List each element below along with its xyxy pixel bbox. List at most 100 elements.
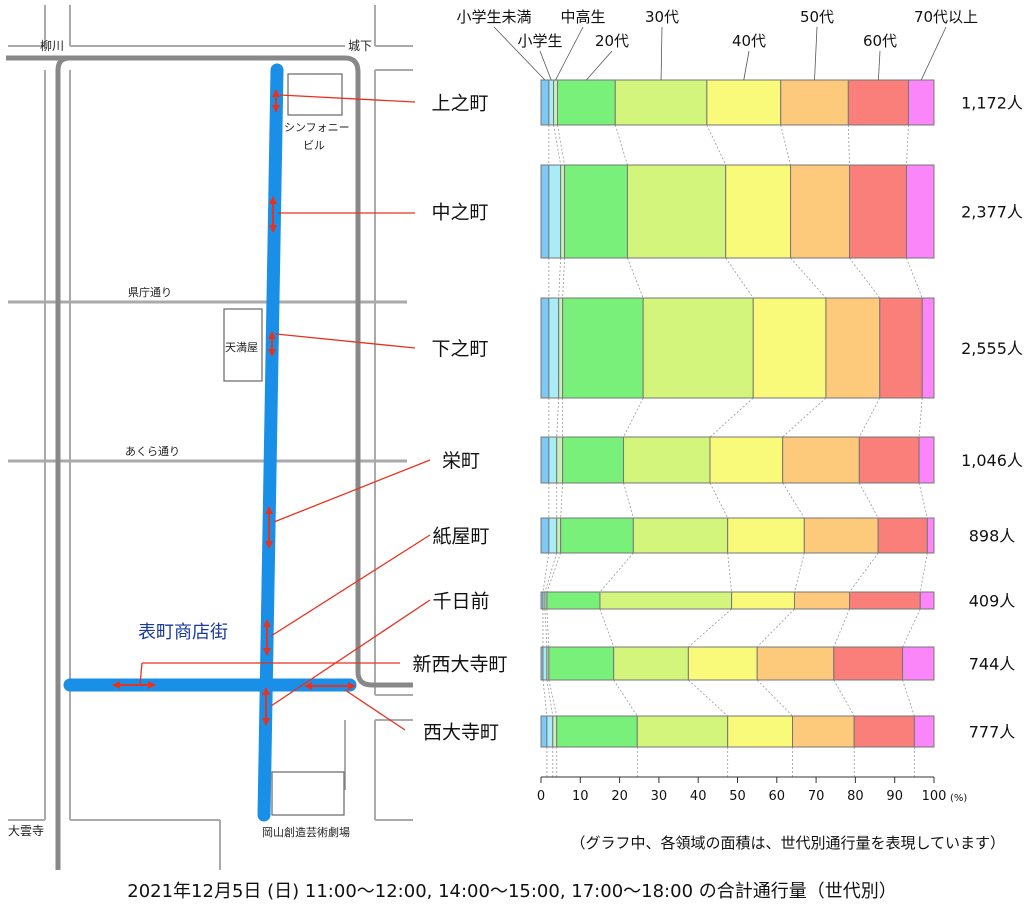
connector-line [599,608,615,648]
x-tick-label: 70 [808,789,825,804]
bar-segment [636,715,729,748]
bar-segment [725,164,792,259]
bar-segment [902,646,935,681]
bar-segment [548,436,558,484]
connector-line [847,124,850,166]
category-label: 千日前 [432,591,489,613]
bar-segment [833,646,904,681]
bar-segment [782,436,860,484]
connector-line [688,679,728,717]
label-symphony-1: シンフォニー [284,121,350,134]
legend-label: 60代 [863,32,897,50]
bar-segment [632,517,729,554]
figure-title: 2021年12月5日 (日) 11:00〜12:00, 14:00〜15:00,… [127,881,897,902]
connector-line [725,257,754,299]
label-shiroshita: 城下 [348,39,372,53]
bar-segment [853,715,915,748]
bars [540,79,935,748]
total-label: 744人 [969,655,1016,674]
main-road-west [55,55,71,870]
bar-segment [756,646,835,681]
bar-segment [552,715,558,748]
bar-segment [546,715,554,748]
legend-leader [493,26,546,81]
legend-leader [814,26,818,81]
bar-segment [540,164,550,259]
connector-line [546,608,550,648]
bar-segment [548,646,615,681]
x-tick-label: 90 [886,789,903,804]
bar-segment [562,436,625,484]
street-map: 柳川 城下 シンフォニー ビル 県庁通り 天満屋 あくら通り 大雲寺 岡山創造芸… [6,5,431,870]
connector-line [544,552,558,593]
connector-line [613,679,638,717]
legend-leader [660,26,663,81]
bar-segment [560,164,566,259]
bar-segment [790,164,851,259]
connector-line [906,124,909,166]
x-unit-label: (%) [950,793,967,804]
bar-segment [926,517,935,554]
bar-segment [752,297,827,399]
connector-line [849,257,881,299]
bar-segment [849,164,907,259]
x-tick-label: 20 [611,789,628,804]
connector-line [902,679,915,717]
bar-segment [558,297,564,399]
category-label: 栄町 [442,450,480,472]
bar-segment [540,517,550,554]
bar-segment [613,646,689,681]
bar-segment [907,79,935,126]
total-label: 2,377人 [961,203,1023,222]
label-shopping-district: 表町商店街 [138,622,228,643]
total-label: 409人 [969,592,1016,611]
legend-label: 70代以上 [914,8,978,26]
x-tick-label: 40 [690,789,707,804]
bar-segment [540,715,548,748]
bar-segment [642,297,754,399]
bar-segment [706,79,782,126]
bar-segment [913,715,935,748]
bar-segment [792,715,855,748]
legend-label: 小学生未満 [456,8,531,26]
bar-segment [562,297,644,399]
symphony-building [287,73,343,116]
connector-line [557,124,565,166]
label-symphony-2: ビル [303,139,325,152]
bar-segment [623,436,711,484]
x-tick-label: 100 [922,789,947,804]
bar-segment [548,79,555,126]
bar-segment [858,436,920,484]
label-kencho-dori: 県庁通り [128,285,172,299]
connector-line [782,482,805,519]
bar-segment [731,591,795,610]
bar-segment [905,164,935,259]
connector-line [599,552,634,593]
connector-line [902,608,921,648]
bar-segment [548,164,562,259]
bar-segment [879,297,923,399]
connector-line [709,397,754,438]
connector-line [780,124,791,166]
label-yanagawa: 柳川 [40,39,64,53]
legend-leader [555,26,584,81]
connector-line [782,397,827,438]
tenmanya-building [223,308,263,382]
label-akura-dori: あくら通り [125,445,180,458]
connector-line [627,257,644,299]
connector-line [623,482,634,519]
bar-segment [614,79,708,126]
connector-line [918,482,928,519]
bar-segment [803,517,879,554]
total-label: 1,046人 [961,451,1023,470]
bar-segment [825,297,881,399]
legend-label: 50代 [800,8,834,26]
connector-line [756,608,795,648]
bar-segment [780,79,849,126]
category-label: 中之町 [431,202,488,224]
connector-line [919,552,928,593]
connector-line [556,397,560,438]
category-label: 新西大寺町 [412,654,507,676]
